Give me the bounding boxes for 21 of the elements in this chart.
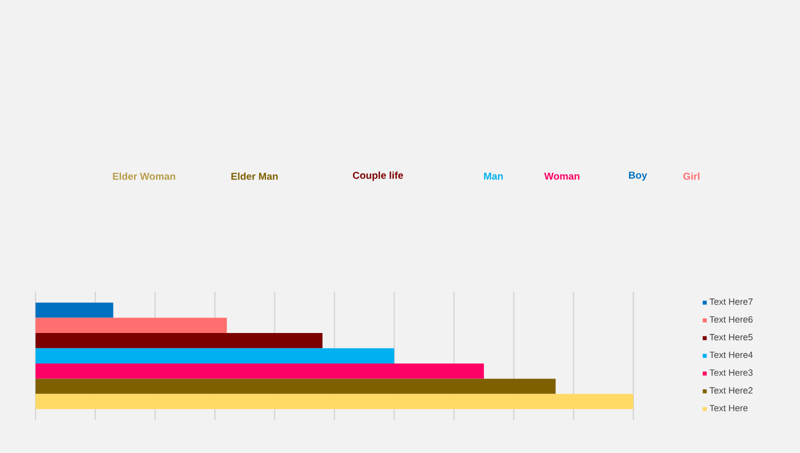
text: Girl [683,172,700,180]
bar [36,318,227,334]
legend-label: Text Here6 [710,316,753,323]
legend-label: Text Here5 [710,334,753,340]
legend-label: Text Here [710,405,748,412]
bar [36,394,634,410]
text: Elder Man [231,172,278,180]
bar [36,378,556,394]
legend-label: Text Here4 [710,352,753,358]
bar [36,333,322,348]
text: Woman [544,172,580,180]
bar [36,302,114,318]
text: Couple life [352,172,404,181]
bar [36,348,394,364]
text: Man [484,172,503,180]
bar [36,364,484,379]
legend-label: Text Here2 [710,387,753,394]
legend-label: Text Here3 [710,369,753,376]
legend-label: Text Here7 [710,298,753,305]
text: Boy [629,172,648,181]
text: Elder Woman [112,172,176,180]
